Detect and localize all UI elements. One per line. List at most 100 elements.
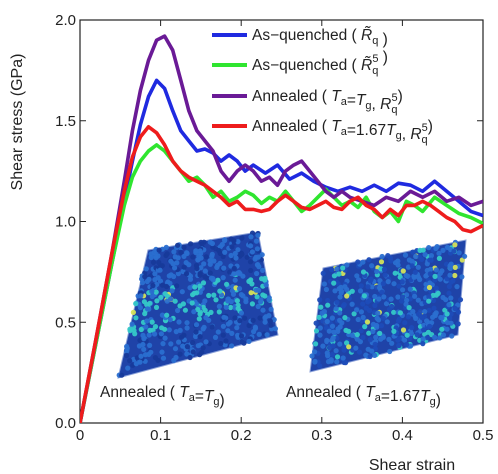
- atom: [119, 372, 125, 378]
- atom: [323, 286, 329, 293]
- atom: [168, 258, 174, 264]
- atom: [400, 287, 406, 293]
- atom: [334, 359, 340, 365]
- atom: [333, 348, 339, 354]
- atom: [356, 277, 362, 283]
- atom: [426, 294, 432, 300]
- atom: [216, 303, 222, 309]
- atom: [229, 343, 235, 349]
- series-lines: [80, 34, 483, 423]
- atom: [321, 308, 327, 315]
- atom: [325, 302, 331, 308]
- atom: [164, 251, 170, 257]
- atom: [366, 330, 372, 336]
- atom: [264, 332, 270, 338]
- atom: [446, 302, 452, 308]
- atom: [344, 340, 350, 346]
- atom: [395, 294, 401, 300]
- atom: [243, 299, 249, 305]
- atom: [217, 260, 223, 266]
- atom: [172, 265, 178, 271]
- atom: [455, 321, 461, 327]
- atom: [391, 328, 397, 334]
- atom: [162, 335, 168, 341]
- atom: [320, 270, 326, 276]
- atom: [236, 286, 243, 292]
- x-axis-label: Shear strain: [369, 457, 455, 474]
- atom: [263, 282, 269, 288]
- inset-caption-2: Annealed ( Ta=1.67Tg): [286, 384, 441, 409]
- atom: [180, 301, 186, 307]
- atom: [144, 318, 150, 324]
- atom: [138, 353, 144, 359]
- atom: [388, 296, 394, 302]
- atom: [228, 252, 234, 259]
- atom: [173, 354, 179, 361]
- atom: [409, 263, 415, 269]
- atom: [239, 235, 245, 241]
- atom: [183, 260, 189, 266]
- atom: [404, 292, 410, 298]
- atom: [376, 296, 382, 302]
- atom: [169, 288, 175, 294]
- atom: [335, 281, 341, 287]
- atom: [171, 273, 177, 280]
- atom: [232, 250, 238, 257]
- atom: [331, 280, 337, 286]
- atom: [248, 243, 254, 249]
- atom: [141, 299, 147, 305]
- atom: [433, 285, 439, 291]
- atom: [172, 298, 178, 304]
- atom: [150, 283, 156, 289]
- legend-label-4: Annealed ( Ta=1.67Tg, Rq5): [252, 118, 433, 146]
- atom: [207, 239, 213, 245]
- atom: [248, 290, 254, 296]
- atom: [202, 307, 208, 313]
- atom: [432, 334, 438, 340]
- atom: [447, 272, 453, 278]
- atom: [163, 283, 170, 290]
- atom: [421, 327, 427, 333]
- atom: [231, 265, 237, 271]
- atom: [377, 330, 383, 336]
- atom: [189, 300, 195, 306]
- atom: [357, 339, 363, 345]
- atom: [187, 354, 193, 361]
- atom: [248, 277, 254, 283]
- atom: [262, 277, 268, 283]
- atom: [222, 249, 228, 255]
- atom: [206, 292, 212, 299]
- atom: [260, 307, 266, 313]
- atom: [235, 305, 241, 311]
- atom: [356, 349, 363, 355]
- atom: [220, 253, 226, 260]
- atom: [380, 315, 386, 321]
- legend-label-1: As−quenched ( R̃q ): [252, 27, 388, 48]
- atom: [152, 271, 158, 277]
- atom: [422, 252, 428, 258]
- atom: [440, 247, 446, 253]
- atom: [231, 238, 237, 244]
- atom: [223, 304, 229, 310]
- atom: [408, 343, 414, 349]
- atom: [365, 299, 371, 305]
- atom: [452, 272, 458, 279]
- atom: [223, 338, 229, 344]
- atom: [414, 332, 420, 338]
- atom: [171, 249, 177, 255]
- atom: [408, 330, 414, 337]
- atom: [419, 256, 425, 262]
- atom: [184, 344, 190, 350]
- atom: [203, 339, 209, 345]
- atom: [346, 344, 352, 350]
- atom: [200, 345, 206, 351]
- atom: [159, 349, 165, 355]
- atom: [380, 334, 386, 340]
- atom: [381, 266, 387, 273]
- atom: [409, 258, 415, 264]
- atom: [254, 262, 260, 268]
- y-tick-label: 1.5: [55, 113, 76, 130]
- atom: [340, 355, 346, 361]
- atom: [334, 266, 340, 272]
- atom: [402, 320, 408, 326]
